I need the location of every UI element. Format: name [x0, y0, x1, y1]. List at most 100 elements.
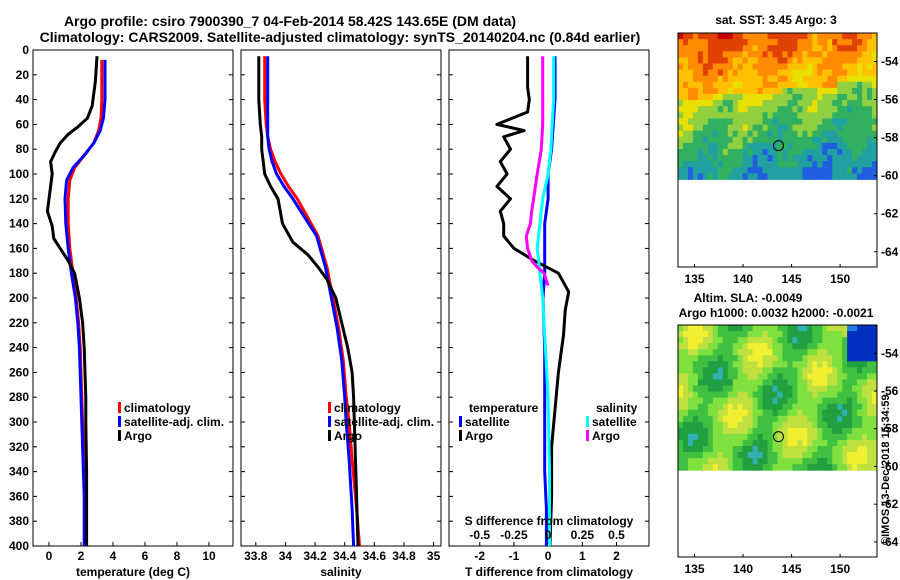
heatmap-cell — [762, 75, 768, 83]
x-tick-label: 2 — [613, 549, 620, 563]
heatmap-cell — [837, 361, 843, 368]
s-tick-label: -0.25 — [500, 528, 528, 542]
heatmap-cell — [702, 446, 709, 453]
heatmap-cell — [683, 440, 689, 447]
heatmap-cell — [827, 167, 833, 174]
x-tick-label: 8 — [174, 549, 181, 563]
heatmap-cell — [692, 39, 699, 46]
heatmap-cell — [832, 409, 838, 417]
heatmap-cell — [782, 337, 788, 344]
heatmap-cell — [742, 63, 749, 70]
heatmap-cell — [822, 452, 828, 459]
heatmap-cell — [712, 367, 719, 374]
heatmap-cell — [802, 325, 808, 332]
heatmap-cell — [867, 385, 873, 392]
heatmap-cell — [737, 458, 744, 465]
heatmap-cell — [772, 87, 778, 95]
heatmap-cell — [847, 343, 853, 350]
heatmap-cell — [747, 464, 753, 471]
heatmap-cell — [802, 57, 808, 64]
heatmap-cell — [722, 51, 729, 58]
heatmap-cell — [707, 75, 714, 83]
heatmap-cell — [702, 415, 709, 423]
heatmap-cell — [862, 403, 868, 411]
heatmap-cell — [847, 458, 853, 465]
heatmap-cell — [852, 69, 858, 77]
heatmap-cell — [787, 81, 793, 89]
heatmap-cell — [812, 112, 818, 119]
heatmap-cell — [847, 87, 853, 95]
heatmap-cell — [797, 161, 803, 168]
heatmap-cell — [867, 118, 873, 125]
heatmap-cell — [862, 45, 868, 52]
heatmap-cell — [777, 33, 783, 40]
heatmap-cell — [757, 81, 763, 89]
credit-text: ©IMOS 13-Dec-2018 15:34:59 — [880, 394, 892, 545]
heatmap-cell — [712, 63, 719, 70]
y-tick-label: -60 — [881, 169, 899, 183]
heatmap-cell — [787, 106, 793, 113]
heatmap-cell — [683, 161, 689, 168]
heatmap-cell — [782, 433, 788, 441]
heatmap-cell — [822, 142, 828, 150]
heatmap-cell — [737, 373, 744, 380]
heatmap-cell — [837, 155, 843, 162]
heatmap-cell — [777, 69, 783, 77]
map-title: sat. SST: 3.45 Argo: 3 — [715, 13, 837, 27]
heatmap-cell — [862, 373, 868, 380]
heatmap-cell — [712, 427, 719, 435]
heatmap-cell — [752, 397, 758, 405]
heatmap-cell — [683, 33, 689, 40]
heatmap-cell — [678, 385, 684, 392]
heatmap-cell — [683, 355, 689, 362]
legend-label: satellite — [465, 415, 510, 429]
heatmap-cell — [827, 33, 833, 40]
x-tick-label: 140 — [733, 272, 753, 286]
heatmap-cell — [702, 361, 709, 368]
heatmap-cell — [817, 452, 823, 459]
heatmap-cell — [692, 458, 699, 465]
y-tick-label: 200 — [9, 291, 29, 305]
heatmap-cell — [777, 452, 783, 459]
heatmap-cell — [697, 464, 704, 471]
heatmap-cell — [772, 51, 778, 58]
legend-label: satellite-adj. clim. — [334, 415, 434, 429]
heatmap-cell — [797, 94, 803, 101]
heatmap-cell — [827, 118, 833, 125]
heatmap-cell — [762, 118, 768, 125]
heatmap-cell — [802, 458, 808, 465]
heatmap-cell — [707, 136, 714, 144]
heatmap-cell — [817, 167, 823, 174]
heatmap-cell — [717, 87, 724, 95]
heatmap-cell — [847, 464, 853, 471]
heatmap-cell — [842, 100, 848, 107]
heatmap-cell — [847, 446, 853, 453]
heatmap-cell — [812, 39, 818, 46]
heatmap-cell — [722, 142, 729, 150]
heatmap-cell — [832, 421, 838, 429]
heatmap-cell — [867, 33, 873, 40]
heatmap-cell — [812, 331, 818, 338]
heatmap-cell — [872, 167, 878, 174]
heatmap-cell — [717, 57, 724, 64]
heatmap-cell — [767, 75, 773, 83]
heatmap-cell — [772, 100, 778, 107]
heatmap-cell — [862, 440, 868, 447]
heatmap-cell — [802, 373, 808, 380]
heatmap-cell — [707, 409, 714, 417]
heatmap-cell — [782, 118, 788, 125]
heatmap-cell — [688, 149, 694, 156]
heatmap-cell — [807, 458, 813, 465]
heatmap-cell — [692, 361, 699, 368]
heatmap-cell — [772, 167, 778, 174]
heatmap-cell — [747, 373, 753, 380]
heatmap-cell — [832, 379, 838, 386]
heatmap-cell — [807, 75, 813, 83]
heatmap-cell — [847, 427, 853, 435]
heatmap-cell — [782, 106, 788, 113]
heatmap-cell — [752, 63, 758, 70]
heatmap-cell — [717, 130, 724, 138]
heatmap-cell — [683, 69, 689, 77]
heatmap-cell — [787, 355, 793, 362]
